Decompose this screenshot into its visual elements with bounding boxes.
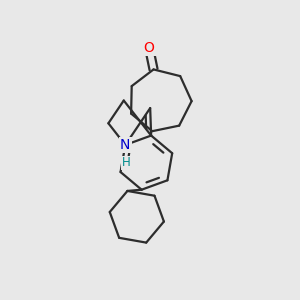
Text: O: O [144, 41, 154, 55]
Text: N: N [120, 138, 130, 152]
Text: H: H [122, 157, 130, 169]
